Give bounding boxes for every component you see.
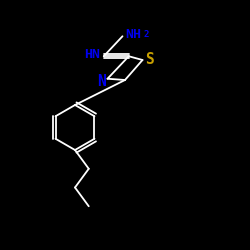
Text: NH: NH xyxy=(125,28,141,42)
Text: N: N xyxy=(97,74,106,89)
Text: S: S xyxy=(145,52,154,68)
Text: HN: HN xyxy=(84,48,100,62)
Text: 2: 2 xyxy=(143,30,148,39)
